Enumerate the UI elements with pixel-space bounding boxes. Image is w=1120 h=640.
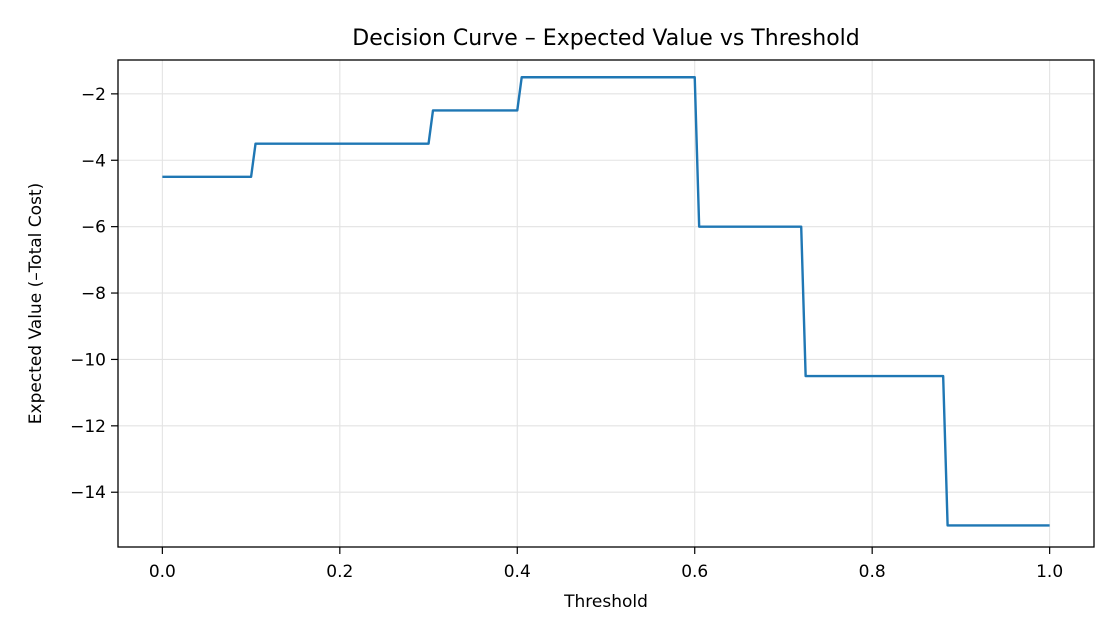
x-axis-title: Threshold <box>563 592 648 612</box>
chart-title: Decision Curve – Expected Value vs Thres… <box>352 26 859 51</box>
y-tick-label: −2 <box>81 85 106 105</box>
y-axis-title: Expected Value (–Total Cost) <box>26 183 46 424</box>
series-line-0 <box>162 76 1050 527</box>
y-tick-label: −14 <box>70 483 106 503</box>
x-tick-label: 1.0 <box>1036 562 1063 582</box>
y-tick-label: −8 <box>81 284 106 304</box>
x-tick-label: 0.6 <box>681 562 708 582</box>
x-tick-label: 0.2 <box>326 562 353 582</box>
plot-frame <box>117 59 1095 548</box>
x-tick-label: 0.4 <box>504 562 531 582</box>
x-tick-label: 0.8 <box>859 562 886 582</box>
plot-series <box>162 76 1050 527</box>
y-tick-label: −12 <box>70 417 106 437</box>
y-tick-label: −10 <box>70 350 106 370</box>
x-axis-ticks: 0.0 0.2 0.4 0.6 0.8 1.0 <box>149 547 1063 582</box>
x-tick-label: 0.0 <box>149 562 176 582</box>
grid-lines <box>118 60 1094 547</box>
y-axis-ticks: −2 −4 −6 −8 −10 −12 −14 <box>70 85 118 503</box>
y-tick-label: −6 <box>81 218 106 238</box>
y-tick-label: −4 <box>81 151 106 171</box>
